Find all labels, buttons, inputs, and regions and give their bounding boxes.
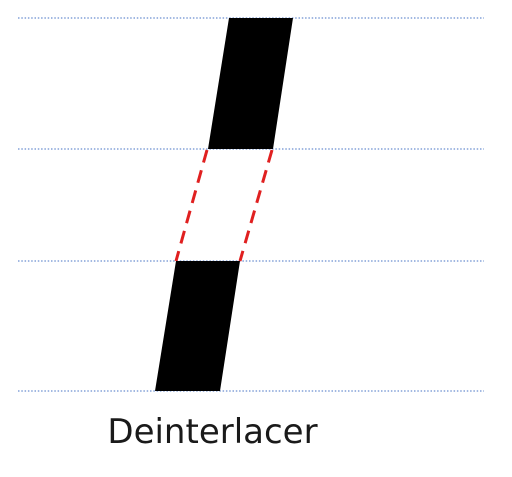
lower-field-band	[155, 261, 240, 391]
upper-field-band	[208, 18, 293, 149]
interpolated-band-left-edge	[174, 149, 209, 262]
diagram-caption: Deinterlacer	[107, 412, 318, 452]
interpolated-band-right-edge	[238, 149, 274, 262]
